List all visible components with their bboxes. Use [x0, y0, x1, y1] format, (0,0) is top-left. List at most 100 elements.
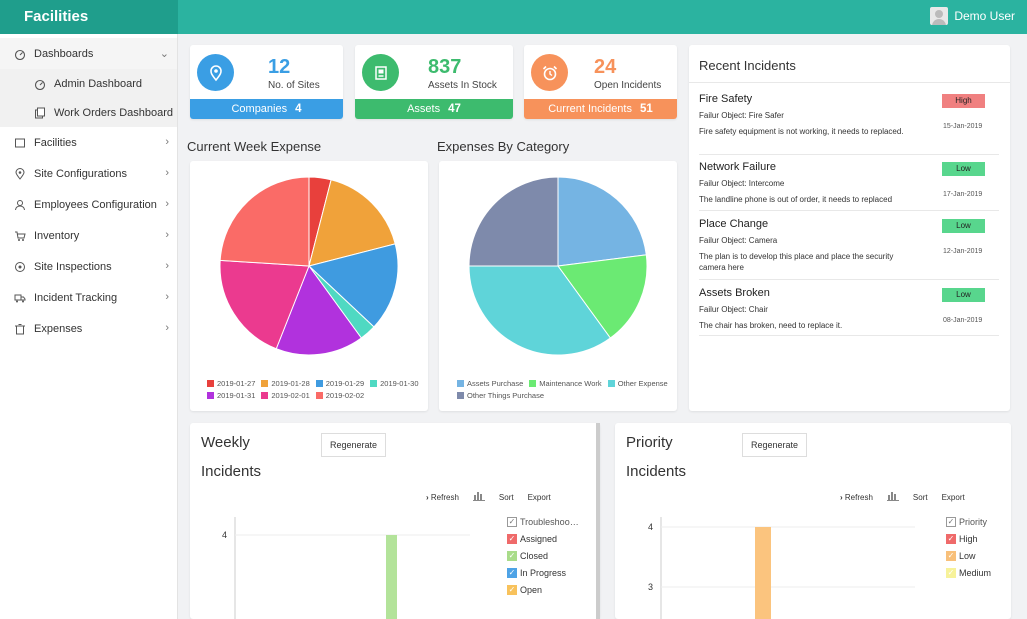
- weekly-incidents-chart[interactable]: 4: [190, 509, 470, 619]
- stat-footer[interactable]: Assets 47: [355, 99, 513, 119]
- regenerate-button[interactable]: Regenerate: [321, 433, 387, 457]
- checkbox[interactable]: ✓: [946, 533, 956, 544]
- legend-item-in-progress[interactable]: ✓ In Progress: [507, 564, 579, 581]
- stat-footer[interactable]: Current Incidents 51: [524, 99, 677, 119]
- legend-label: Maintenance Work: [539, 379, 602, 388]
- regenerate-button[interactable]: Regenerate: [742, 433, 808, 457]
- legend-item-2019-01-31[interactable]: 2019-01-31: [207, 391, 255, 400]
- chevron-right-icon: ›: [840, 492, 843, 502]
- checkbox[interactable]: ✓: [946, 516, 956, 527]
- user-menu[interactable]: Demo User: [930, 7, 1015, 25]
- stat-value: 24: [594, 56, 617, 78]
- app-title[interactable]: Facilities Management: [0, 0, 178, 59]
- pie-slice-other-things-purchase[interactable]: [468, 176, 559, 267]
- checkbox[interactable]: ✓: [507, 567, 517, 578]
- sidebar-item-admin-dashboard[interactable]: Admin Dashboard: [0, 69, 177, 98]
- bar-closed[interactable]: [386, 535, 397, 619]
- sidebar-item-label: Expenses: [34, 322, 83, 335]
- legend-item-high[interactable]: ✓ High: [946, 530, 991, 547]
- sidebar-item-work-orders-dashboard[interactable]: Work Orders Dashboard: [0, 98, 177, 127]
- legend-swatch: [207, 380, 214, 387]
- chevron-right-icon: ›: [165, 322, 169, 334]
- pie-slice-2019-01-31[interactable]: [275, 264, 363, 356]
- divider: [699, 154, 999, 155]
- export-button[interactable]: Export: [941, 492, 965, 502]
- checkbox[interactable]: ✓: [507, 533, 517, 544]
- chart-toolbar: › Refresh Sort Export: [840, 491, 965, 503]
- legend-item-low[interactable]: ✓ Low: [946, 547, 991, 564]
- bar-low[interactable]: [755, 527, 771, 619]
- dashboard-icon: [34, 78, 46, 90]
- chart-type-icon[interactable]: [472, 491, 485, 503]
- checkbox[interactable]: ✓: [507, 584, 517, 595]
- pie-slice-2019-02-02[interactable]: [219, 176, 310, 267]
- legend-swatch: [607, 380, 615, 387]
- refresh-button[interactable]: › Refresh: [426, 493, 459, 502]
- stat-footer-value: 51: [639, 103, 653, 115]
- legend-label: 2019-02-02: [325, 391, 365, 400]
- legend-item-maintenance-work[interactable]: Maintenance Work: [529, 379, 602, 388]
- legend-item-2019-01-27[interactable]: 2019-01-27: [207, 379, 255, 388]
- incident-description: The plan is to develop this place and pl…: [699, 252, 894, 272]
- refresh-label: Refresh: [844, 492, 873, 502]
- legend-item-other-things-purchase[interactable]: Other Things Purchase: [457, 391, 544, 400]
- legend-item-2019-02-01[interactable]: 2019-02-01: [261, 391, 310, 400]
- legend-item-2019-02-02[interactable]: 2019-02-02: [315, 391, 365, 400]
- weekly-expense-pie[interactable]: [190, 161, 428, 371]
- legend-item-closed[interactable]: ✓ Closed: [507, 547, 579, 564]
- checkbox[interactable]: ✓: [507, 550, 517, 561]
- legend-item-2019-01-28[interactable]: 2019-01-28: [261, 379, 310, 388]
- category-expense-pie[interactable]: [439, 161, 677, 371]
- incident-date: 12-Jan-2019: [943, 248, 983, 255]
- sort-button[interactable]: Sort: [498, 492, 514, 502]
- legend-item-other-expense[interactable]: Other Expense: [607, 379, 668, 388]
- sidebar-item-inventory[interactable]: Inventory ›: [0, 220, 177, 251]
- stat-footer[interactable]: Companies 4: [190, 99, 343, 119]
- checkbox[interactable]: ✓: [946, 550, 956, 561]
- pie-slice-assets-purchase[interactable]: [557, 176, 647, 267]
- incident-description: The chair has broken, need to replace it…: [699, 321, 843, 330]
- legend-item-open[interactable]: ✓ Open: [507, 581, 579, 598]
- sidebar-item-site-configurations[interactable]: Site Configurations ›: [0, 158, 177, 189]
- pie-slice-maintenance-work[interactable]: [557, 254, 648, 339]
- stat-card-incidents[interactable]: 24 Open Incidents Current Incidents 51: [524, 45, 677, 119]
- stat-card-assets[interactable]: 837 Assets In Stock Assets 47: [355, 45, 513, 119]
- export-button[interactable]: Export: [527, 492, 551, 502]
- legend-item-medium[interactable]: ✓ Medium: [946, 564, 991, 581]
- recent-incidents-card: Recent Incidents Fire Safety Failur Obje…: [689, 45, 1010, 411]
- legend-item-2019-01-29[interactable]: 2019-01-29: [315, 379, 364, 388]
- pie-slice-2019-02-01[interactable]: [219, 259, 310, 350]
- stat-card-sites[interactable]: 12 No. of Sites Companies 4: [190, 45, 343, 119]
- legend-item-priority[interactable]: ✓ Priority: [946, 513, 991, 530]
- scrollbar[interactable]: [596, 423, 600, 619]
- incident-item[interactable]: Place Change Failur Object: Camera The p…: [699, 218, 999, 273]
- building-icon: [14, 137, 26, 149]
- pie-slice-other-expense[interactable]: [468, 265, 612, 356]
- cart-icon: [14, 230, 26, 242]
- sidebar-item-employees-configuration[interactable]: Employees Configuration ›: [0, 189, 177, 220]
- legend-label: Other Expense: [617, 379, 668, 388]
- legend-item-assigned[interactable]: ✓ Assigned: [507, 530, 579, 547]
- legend-item-assets-purchase[interactable]: Assets Purchase: [457, 379, 523, 388]
- checkbox[interactable]: ✓: [946, 567, 956, 578]
- legend-swatch: [370, 380, 378, 387]
- priority-badge: Low: [942, 162, 985, 176]
- sidebar-item-incident-tracking[interactable]: Incident Tracking ›: [0, 282, 177, 313]
- priority-incidents-chart[interactable]: 43: [615, 509, 915, 619]
- incident-item[interactable]: Fire Safety Failur Object: Fire Safer Fi…: [699, 93, 999, 137]
- incident-item[interactable]: Network Failure Failur Object: Intercome…: [699, 161, 999, 205]
- legend-item-2019-01-30[interactable]: 2019-01-30: [370, 379, 419, 388]
- sidebar-item-expenses[interactable]: Expenses ›: [0, 313, 177, 344]
- stat-label: Assets In Stock: [428, 80, 497, 91]
- pie-slice-2019-01-29[interactable]: [307, 243, 399, 328]
- sort-button[interactable]: Sort: [912, 492, 928, 502]
- incident-item[interactable]: Assets Broken Failur Object: Chair The c…: [699, 287, 999, 331]
- pie-slice-2019-01-28[interactable]: [308, 179, 396, 267]
- sidebar-item-dashboards[interactable]: Dashboards ⌄: [0, 38, 177, 69]
- checkbox[interactable]: ✓: [507, 516, 517, 527]
- sidebar-item-facilities[interactable]: Facilities ›: [0, 127, 177, 158]
- chart-type-icon[interactable]: [886, 491, 899, 503]
- sidebar-item-site-inspections[interactable]: Site Inspections ›: [0, 251, 177, 282]
- refresh-button[interactable]: › Refresh: [840, 493, 873, 502]
- legend-item-troubleshoo[interactable]: ✓ Troubleshoo…: [507, 513, 579, 530]
